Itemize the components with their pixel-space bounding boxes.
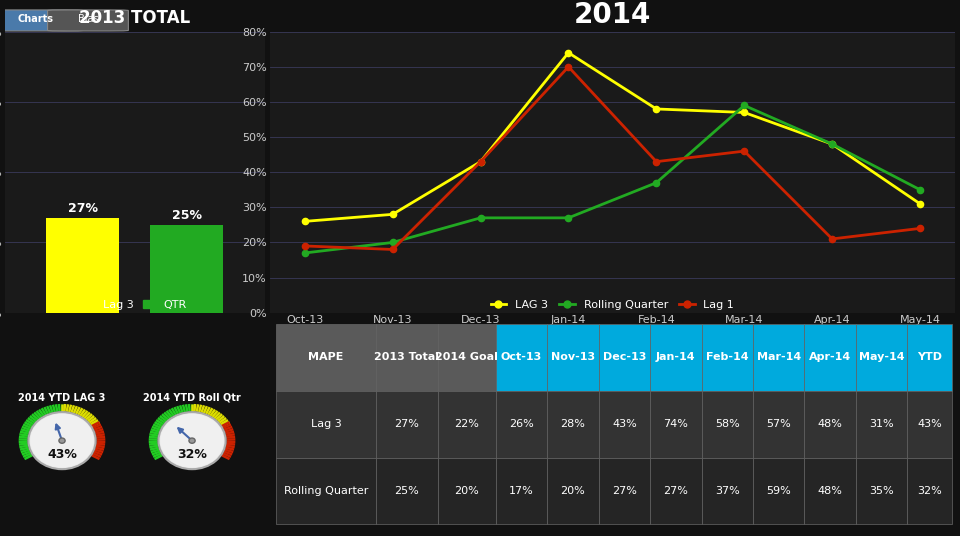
Text: 26%: 26% [509,419,534,429]
Text: 25%: 25% [395,486,420,496]
Text: Dec-13: Dec-13 [603,352,646,362]
Circle shape [160,414,224,468]
Text: 20%: 20% [561,486,586,496]
Circle shape [30,414,94,468]
Bar [151,225,224,312]
Bar [650,391,702,458]
Bar [547,324,599,391]
Text: 28%: 28% [561,419,586,429]
Text: Feb-14: Feb-14 [706,352,749,362]
Legend: LAG 3, Rolling Quarter, Lag 1: LAG 3, Rolling Quarter, Lag 1 [491,300,734,310]
Text: 2014 YTD LAG 3: 2014 YTD LAG 3 [18,392,106,403]
Text: 48%: 48% [818,419,843,429]
Text: 58%: 58% [715,419,739,429]
Bar [650,458,702,525]
Text: Oct-13: Oct-13 [501,352,542,362]
Bar [438,458,496,525]
Bar [599,391,650,458]
Text: 2013 Total: 2013 Total [374,352,440,362]
Bar [547,458,599,525]
Text: 43%: 43% [47,449,77,461]
Bar [376,324,438,391]
Text: 22%: 22% [454,419,479,429]
Text: Nov-13: Nov-13 [551,352,595,362]
Bar [438,391,496,458]
Title: 2013 TOTAL: 2013 TOTAL [80,9,190,27]
Bar [376,458,438,525]
Bar [650,324,702,391]
Circle shape [189,438,195,443]
Text: Jan-14: Jan-14 [656,352,696,362]
Circle shape [59,438,65,443]
Bar [907,458,951,525]
Bar [804,458,855,525]
Bar [753,458,804,525]
Text: 31%: 31% [869,419,894,429]
Bar [702,391,753,458]
Bar [907,391,951,458]
Text: 27%: 27% [395,419,420,429]
Text: 74%: 74% [663,419,688,429]
Bar [547,391,599,458]
FancyBboxPatch shape [48,10,129,31]
Text: 32%: 32% [177,449,207,461]
Bar [438,324,496,391]
Text: 37%: 37% [715,486,739,496]
Bar [702,458,753,525]
Bar [753,324,804,391]
Text: Rolling Quarter: Rolling Quarter [284,486,369,496]
Text: 17%: 17% [509,486,534,496]
Bar [855,324,907,391]
Bar [702,324,753,391]
Text: 27%: 27% [68,202,98,215]
Circle shape [29,412,96,469]
Bar [276,458,376,525]
Bar [804,324,855,391]
Circle shape [158,412,226,469]
Text: 32%: 32% [917,486,942,496]
Text: 27%: 27% [663,486,688,496]
Bar [855,458,907,525]
Text: May-14: May-14 [858,352,904,362]
Bar [599,458,650,525]
Bar [855,391,907,458]
Text: 59%: 59% [766,486,791,496]
Text: 2014 YTD Roll Qtr: 2014 YTD Roll Qtr [143,392,241,403]
Bar [496,391,547,458]
Bar [599,324,650,391]
Bar [804,391,855,458]
Text: 43%: 43% [917,419,942,429]
Text: 27%: 27% [612,486,636,496]
Text: YTD: YTD [917,352,942,362]
Title: 2014: 2014 [574,2,651,29]
Bar [907,324,951,391]
FancyBboxPatch shape [0,10,83,31]
Text: 2014 Goal: 2014 Goal [435,352,498,362]
Text: 20%: 20% [454,486,479,496]
Text: Charts: Charts [17,14,53,24]
Legend: Lag 3, QTR: Lag 3, QTR [84,300,186,310]
Bar [376,391,438,458]
Bar [496,324,547,391]
Bar [276,324,376,391]
Text: Bias: Bias [78,14,98,24]
Bar [46,218,119,312]
Text: Apr-14: Apr-14 [809,352,852,362]
Text: Lag 3: Lag 3 [311,419,342,429]
Text: 48%: 48% [818,486,843,496]
Bar [496,458,547,525]
Text: MAPE: MAPE [308,352,344,362]
Bar [753,391,804,458]
Text: Mar-14: Mar-14 [756,352,801,362]
Text: 25%: 25% [172,209,202,222]
Text: 43%: 43% [612,419,636,429]
Bar [276,391,376,458]
Text: 57%: 57% [766,419,791,429]
Text: 35%: 35% [869,486,894,496]
